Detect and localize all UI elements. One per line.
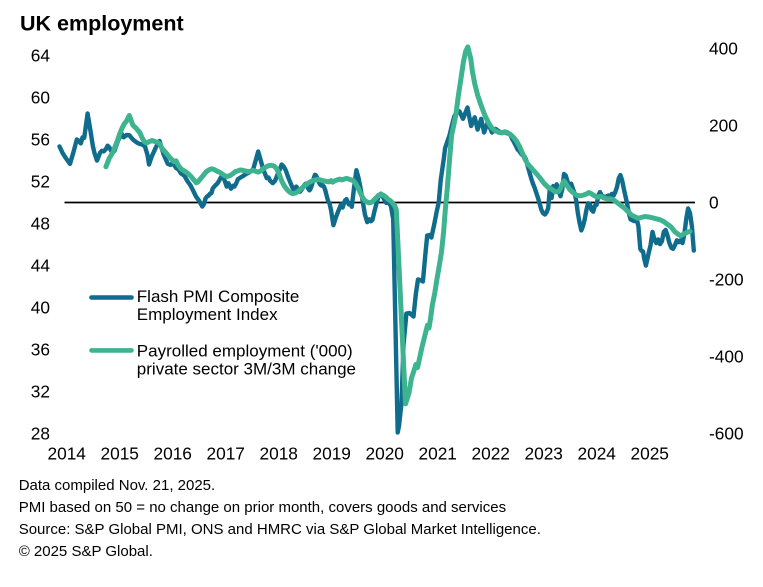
svg-text:2015: 2015 (100, 443, 138, 463)
svg-text:2020: 2020 (365, 443, 403, 463)
svg-text:Flash PMI Composite: Flash PMI Composite (137, 287, 299, 306)
svg-text:28: 28 (31, 423, 50, 443)
svg-text:UK employment: UK employment (20, 11, 184, 35)
svg-text:Employment Index: Employment Index (137, 305, 278, 324)
svg-text:52: 52 (31, 171, 50, 191)
svg-text:44: 44 (31, 255, 51, 275)
svg-text:2024: 2024 (577, 443, 616, 463)
svg-text:64: 64 (31, 45, 51, 65)
svg-text:200: 200 (709, 115, 738, 135)
svg-text:2022: 2022 (471, 443, 509, 463)
svg-text:Data compiled Nov. 21, 2025.: Data compiled Nov. 21, 2025. (19, 477, 216, 494)
svg-text:PMI based on 50 = no change on: PMI based on 50 = no change on prior mon… (19, 499, 506, 516)
svg-text:2025: 2025 (630, 443, 668, 463)
svg-text:2023: 2023 (524, 443, 562, 463)
svg-text:2014: 2014 (47, 443, 86, 463)
svg-text:Payrolled employment ('000): Payrolled employment ('000) (137, 342, 353, 361)
svg-text:-200: -200 (709, 269, 744, 289)
svg-text:private sector 3M/3M change: private sector 3M/3M change (137, 360, 356, 379)
svg-text:© 2025 S&P Global.: © 2025 S&P Global. (19, 543, 153, 560)
svg-text:2021: 2021 (418, 443, 456, 463)
svg-text:2017: 2017 (206, 443, 244, 463)
svg-text:60: 60 (31, 87, 50, 107)
svg-text:2019: 2019 (312, 443, 350, 463)
svg-text:2018: 2018 (259, 443, 297, 463)
svg-text:36: 36 (31, 339, 50, 359)
svg-text:-400: -400 (709, 346, 744, 366)
svg-text:2016: 2016 (153, 443, 191, 463)
svg-text:32: 32 (31, 381, 50, 401)
svg-text:-600: -600 (709, 423, 744, 443)
svg-text:56: 56 (31, 129, 50, 149)
svg-text:400: 400 (709, 38, 738, 58)
svg-text:0: 0 (709, 192, 719, 212)
svg-text:40: 40 (31, 297, 50, 317)
svg-text:Source: S&P Global PMI, ONS an: Source: S&P Global PMI, ONS and HMRC via… (19, 521, 541, 538)
svg-text:48: 48 (31, 213, 50, 233)
